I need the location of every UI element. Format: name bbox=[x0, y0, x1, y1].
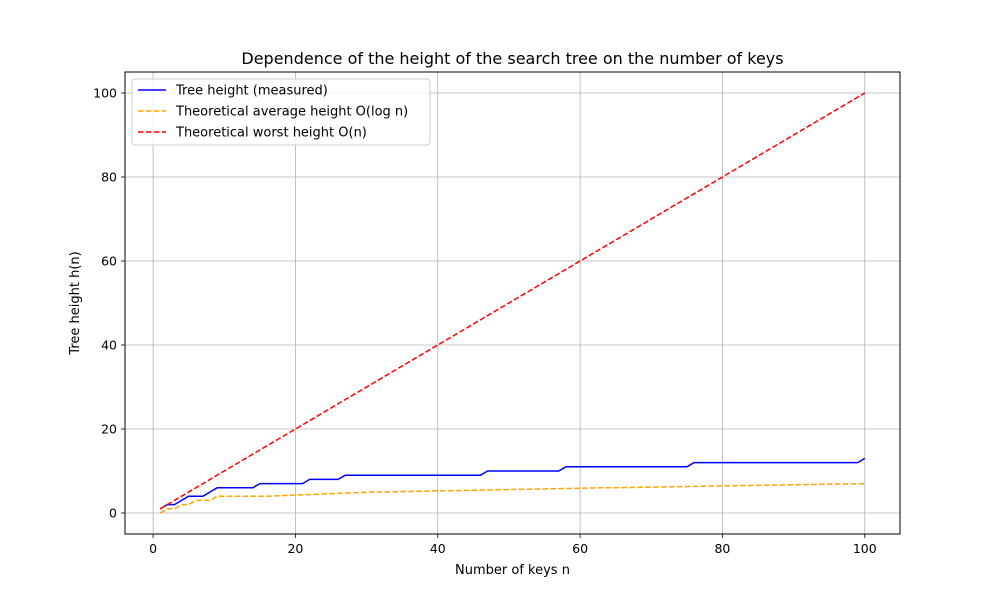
x-tick-label: 60 bbox=[572, 541, 588, 556]
y-tick-label: 100 bbox=[93, 86, 117, 101]
y-axis-label: Tree height h(n) bbox=[68, 251, 83, 355]
y-tick-label: 80 bbox=[101, 170, 117, 185]
legend-label-average-height: Theoretical average height O(log n) bbox=[175, 105, 408, 120]
legend-box bbox=[131, 78, 431, 146]
y-tick-label: 40 bbox=[101, 338, 117, 353]
x-tick-label: 0 bbox=[149, 541, 157, 556]
x-tick-label: 80 bbox=[714, 541, 730, 556]
x-tick-label: 40 bbox=[430, 541, 446, 556]
y-tick-label: 20 bbox=[101, 422, 117, 437]
series-line-average-height bbox=[159, 482, 865, 514]
x-tick-label: 100 bbox=[853, 541, 877, 556]
plot-area-frame bbox=[124, 71, 901, 535]
series-layer bbox=[159, 92, 866, 514]
y-tick-label: 60 bbox=[101, 254, 117, 269]
series-line-worst-height bbox=[159, 92, 866, 510]
y-tick-label: 0 bbox=[109, 506, 117, 521]
ticks: 0 20 40 60 80 100 0 20 40 60 80 100 bbox=[93, 86, 877, 557]
grid bbox=[125, 72, 900, 534]
legend-label-worst-height: Theoretical worst height O(n) bbox=[175, 126, 367, 141]
series-line-measured-height bbox=[159, 457, 866, 510]
legend: Tree height (measured) Theoretical averag… bbox=[131, 78, 431, 146]
x-tick-label: 20 bbox=[287, 541, 303, 556]
legend-label-measured-height: Tree height (measured) bbox=[175, 84, 328, 99]
x-axis-label: Number of keys n bbox=[455, 563, 570, 578]
chart-title: Dependence of the height of the search t… bbox=[241, 49, 783, 68]
